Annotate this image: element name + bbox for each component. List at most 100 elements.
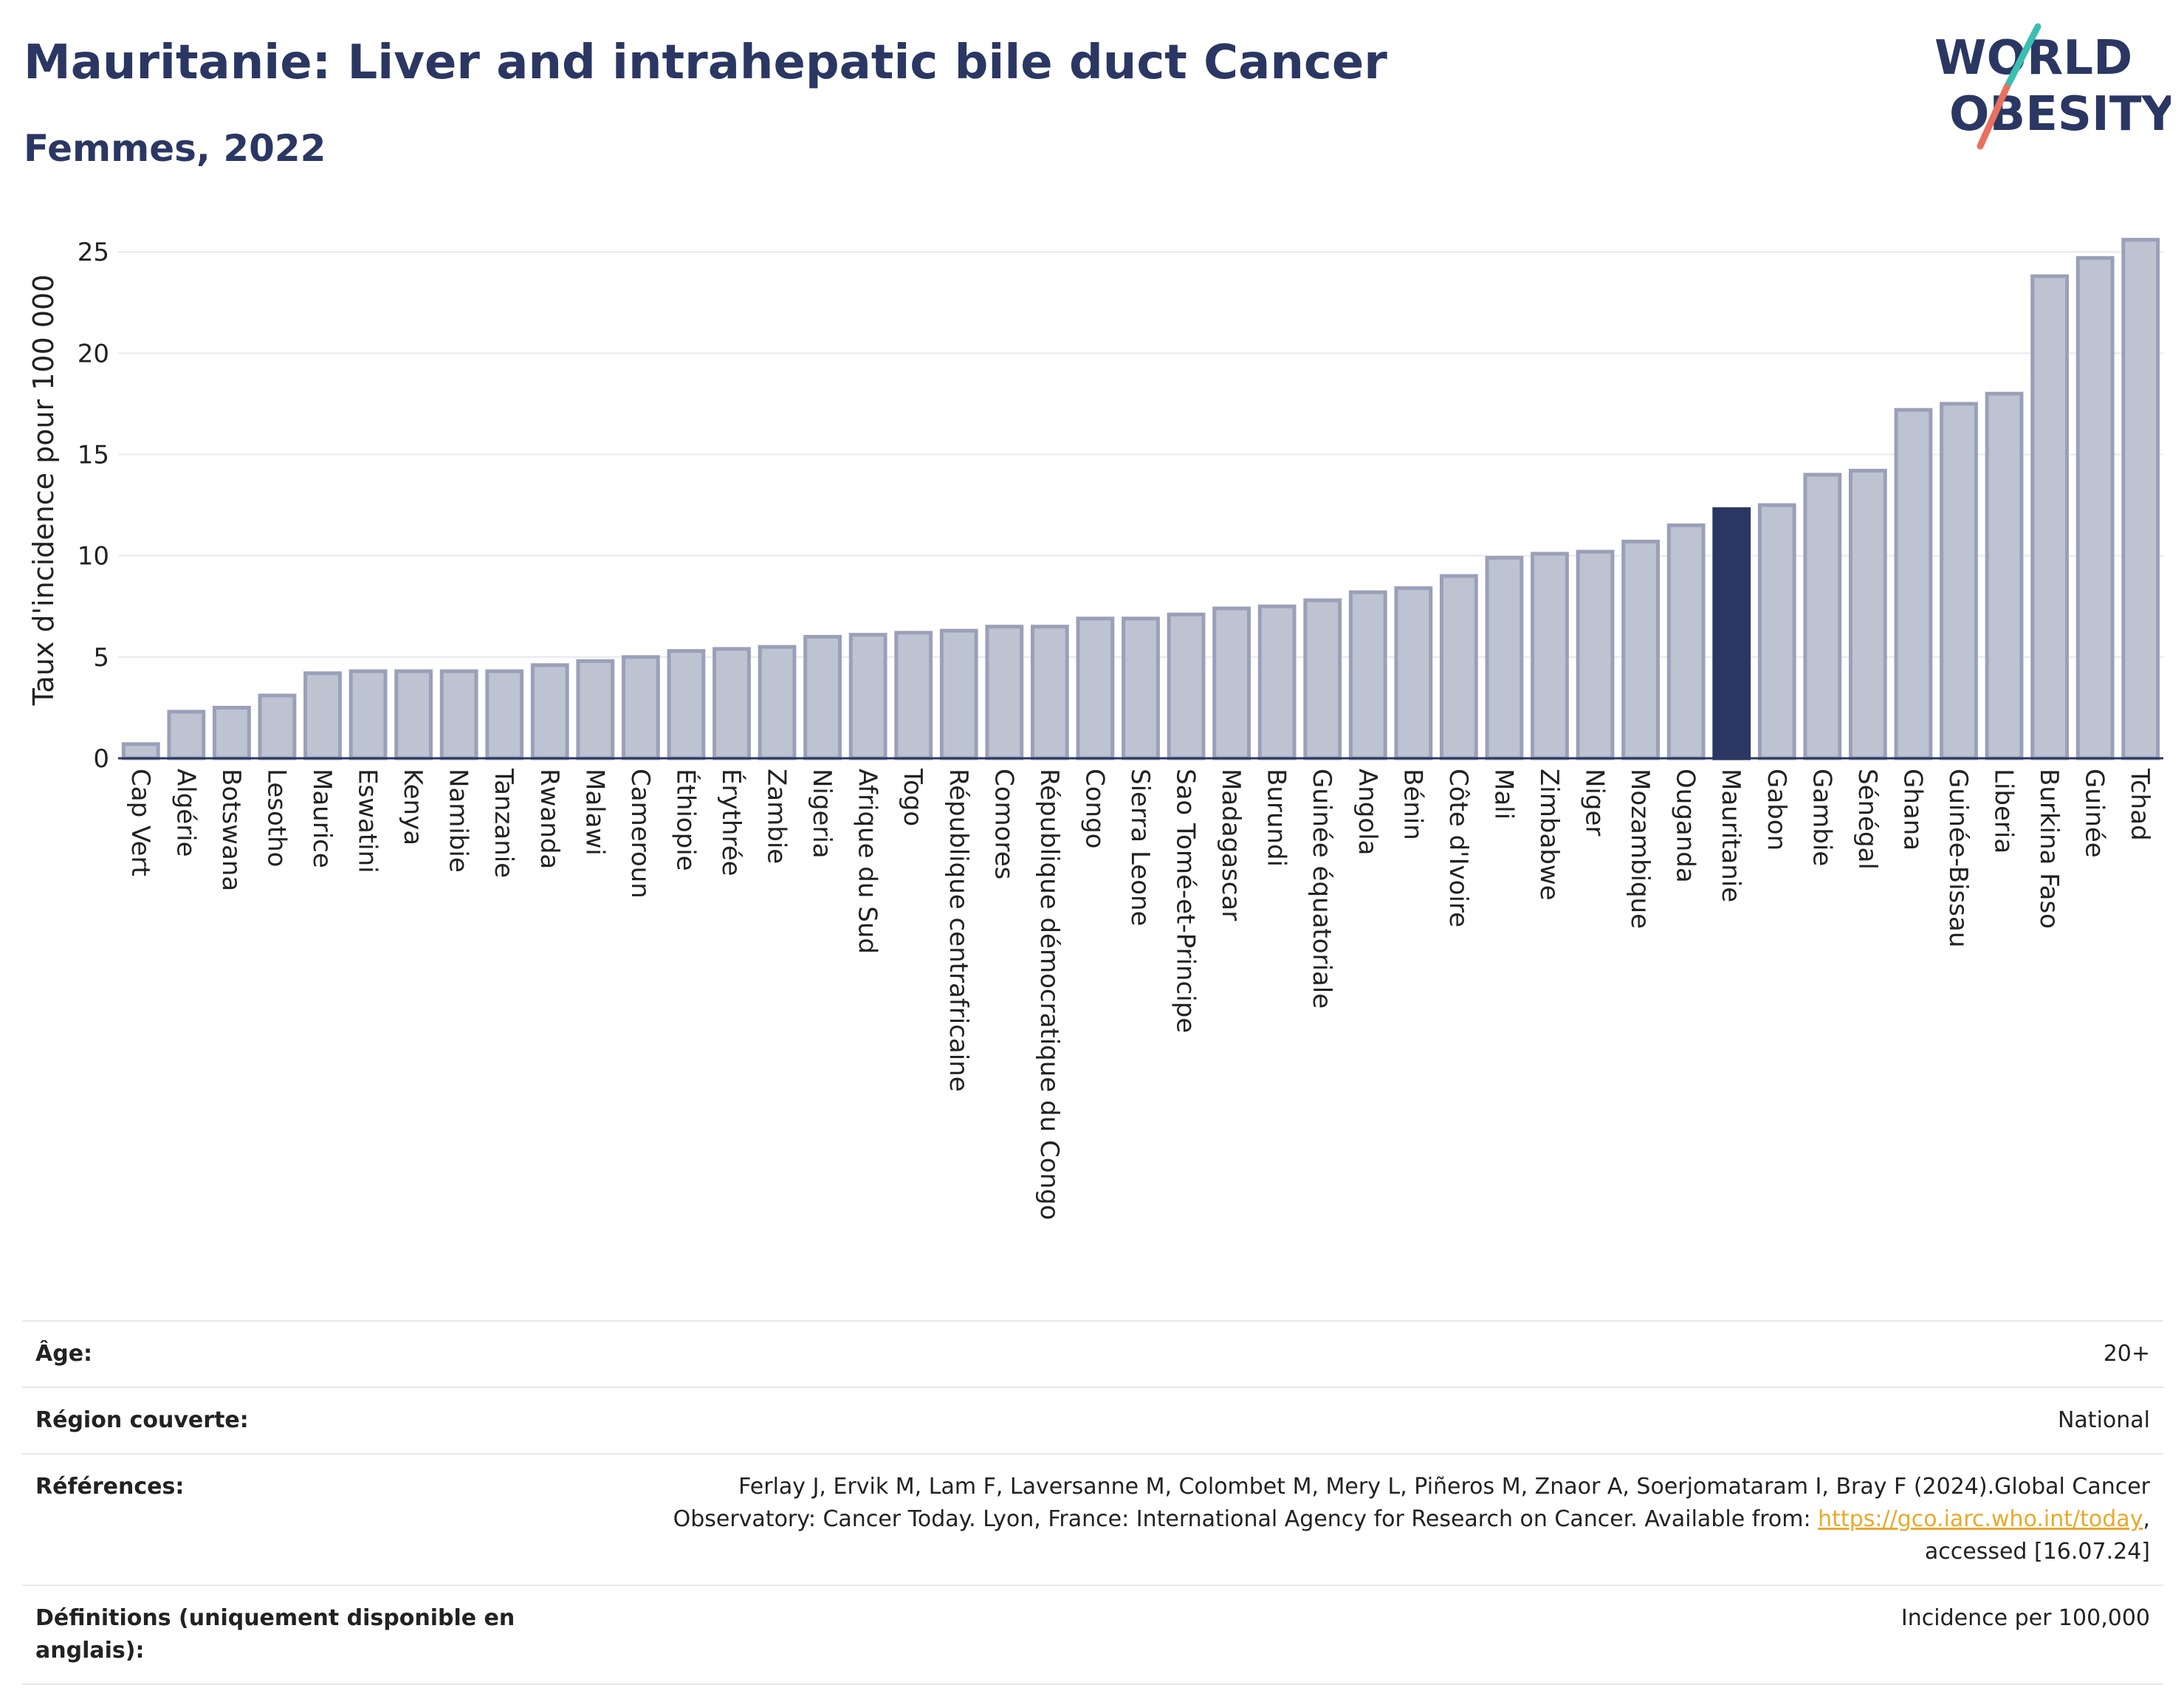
bar [576, 659, 615, 761]
y-tick-label: 25 [78, 238, 109, 267]
x-tick-label: Niger [1580, 769, 1610, 836]
bar [303, 671, 342, 761]
bar [803, 634, 842, 761]
definitions-value: Incidence per 100,000 [1900, 1605, 2150, 1631]
bar [348, 669, 388, 761]
x-tick-label: Congo [1079, 769, 1109, 848]
references-line-2-end: , [2143, 1506, 2150, 1532]
bar [621, 655, 660, 761]
bar [439, 669, 478, 761]
x-tick-label: Maurice [307, 769, 337, 868]
logo-slash-red [1977, 83, 2010, 150]
bar [1666, 523, 1706, 761]
bar [485, 669, 524, 761]
x-tick-label: Gabon [1762, 769, 1791, 851]
info-row-age: Âge: 20+ [22, 1320, 2163, 1387]
x-tick-label: Namibie [444, 769, 473, 873]
references-value: Ferlay J, Ervik M, Lam F, Laversanne M, … [673, 1471, 2150, 1568]
x-tick-label: Angola [1353, 769, 1382, 855]
bar [2075, 255, 2115, 761]
bar [1076, 617, 1115, 761]
bar [167, 710, 206, 761]
x-tick-label: Madagascar [1216, 769, 1246, 921]
y-tick-label: 0 [93, 744, 109, 774]
x-tick-label: Eswatini [353, 769, 382, 873]
bar [258, 693, 297, 761]
references-line-1: Ferlay J, Ervik M, Lam F, Laversanne M, … [738, 1474, 2150, 1500]
references-link[interactable]: https://gco.iarc.who.int/today [1818, 1506, 2143, 1532]
x-tick-label: Lesotho [261, 769, 291, 867]
x-tick-label: Mozambique [1625, 769, 1655, 929]
bar [1757, 503, 1796, 761]
age-label: Âge: [35, 1341, 93, 1367]
bar [939, 628, 978, 761]
bar [394, 669, 433, 761]
info-row-region: Région couverte: National [22, 1387, 2163, 1453]
bar [1531, 552, 1569, 761]
bar [1394, 586, 1433, 761]
x-tick-label: Botswana [216, 769, 246, 891]
bar-chart: 0 5 10 15 20 25 Taux d'incidence pour 100 000 C… [27, 238, 2163, 1220]
info-row-references: Références: Ferlay J, Ervik M, Lam F, La… [22, 1453, 2163, 1585]
bar [2030, 274, 2070, 761]
x-tick-label: République démocratique du Congo [1034, 769, 1064, 1220]
y-tick-label: 20 [78, 339, 109, 368]
x-tick-label: Malawi [580, 769, 609, 856]
bar [1848, 468, 1887, 761]
x-tick-label: Ghana [1898, 769, 1927, 851]
age-value: 20+ [2103, 1341, 2150, 1367]
logo-slash-teal [2003, 23, 2042, 91]
x-tick-label: Ouganda [1671, 769, 1700, 883]
bar [1894, 408, 1933, 761]
x-tick-label: Tanzanie [489, 768, 518, 878]
x-tick-label: Mali [1488, 769, 1518, 820]
x-tick-label: Tchad [2125, 768, 2154, 841]
x-tick-label: Burkina Faso [2034, 769, 2064, 929]
bar [1167, 612, 1206, 761]
bar [2121, 238, 2160, 761]
bar [530, 663, 569, 761]
y-axis-label: Taux d'incidence pour 100 000 [27, 275, 60, 707]
references-line-2-text: Observatory: Cancer Today. Lyon, France:… [673, 1506, 1819, 1532]
x-tick-label: Kenya [398, 769, 427, 845]
x-tick-label: Togo [898, 768, 927, 826]
bar [894, 631, 933, 761]
bar [1439, 574, 1478, 761]
definitions-label: Définitions (uniquement disponible en an… [35, 1605, 515, 1664]
x-tick-label: Guinée équatoriale [1307, 769, 1336, 1009]
bar [1122, 617, 1160, 761]
page-title: Mauritanie: Liver and intrahepatic bile … [24, 35, 1387, 90]
x-tick-label: Zimbabwe [1534, 769, 1564, 901]
region-label: Région couverte: [35, 1407, 249, 1433]
x-tick-label: Liberia [1989, 769, 2019, 854]
x-tick-label: Guinée-Bissau [1943, 769, 1973, 947]
info-table: Âge: 20+ Région couverte: National Référ… [22, 1320, 2163, 1685]
x-tick-label: Cameroun [625, 769, 655, 899]
bar [1621, 539, 1661, 761]
x-tick-label: Nigeria [807, 769, 837, 859]
x-tick-label: Érythrée [716, 769, 746, 876]
bar [1303, 598, 1342, 761]
y-tick-label: 15 [78, 440, 109, 470]
x-tick-label: Bénin [1398, 769, 1427, 840]
bar [1485, 555, 1524, 761]
x-tick-label: Cap Vert [126, 769, 155, 876]
bar [848, 633, 887, 761]
bar [1576, 549, 1615, 761]
x-tick-label: Comores [989, 769, 1018, 879]
bar [1712, 507, 1751, 761]
bar [667, 649, 706, 761]
bar [758, 645, 797, 761]
x-tick-label: République centrafricaine [944, 769, 973, 1092]
x-tick-label: Guinée [2080, 769, 2109, 858]
x-tick-label: Éthiopie [670, 769, 701, 871]
bar [1030, 625, 1069, 761]
bar [212, 705, 251, 761]
x-tick-label: Rwanda [535, 769, 564, 869]
bar [121, 742, 160, 761]
bar [1803, 473, 1842, 761]
references-line-2: Observatory: Cancer Today. Lyon, France:… [673, 1503, 2150, 1536]
x-tick-label: Zambie [762, 769, 791, 864]
x-tick-label: Afrique du Sud [853, 769, 882, 954]
x-tick-label: Gambie [1807, 769, 1836, 866]
